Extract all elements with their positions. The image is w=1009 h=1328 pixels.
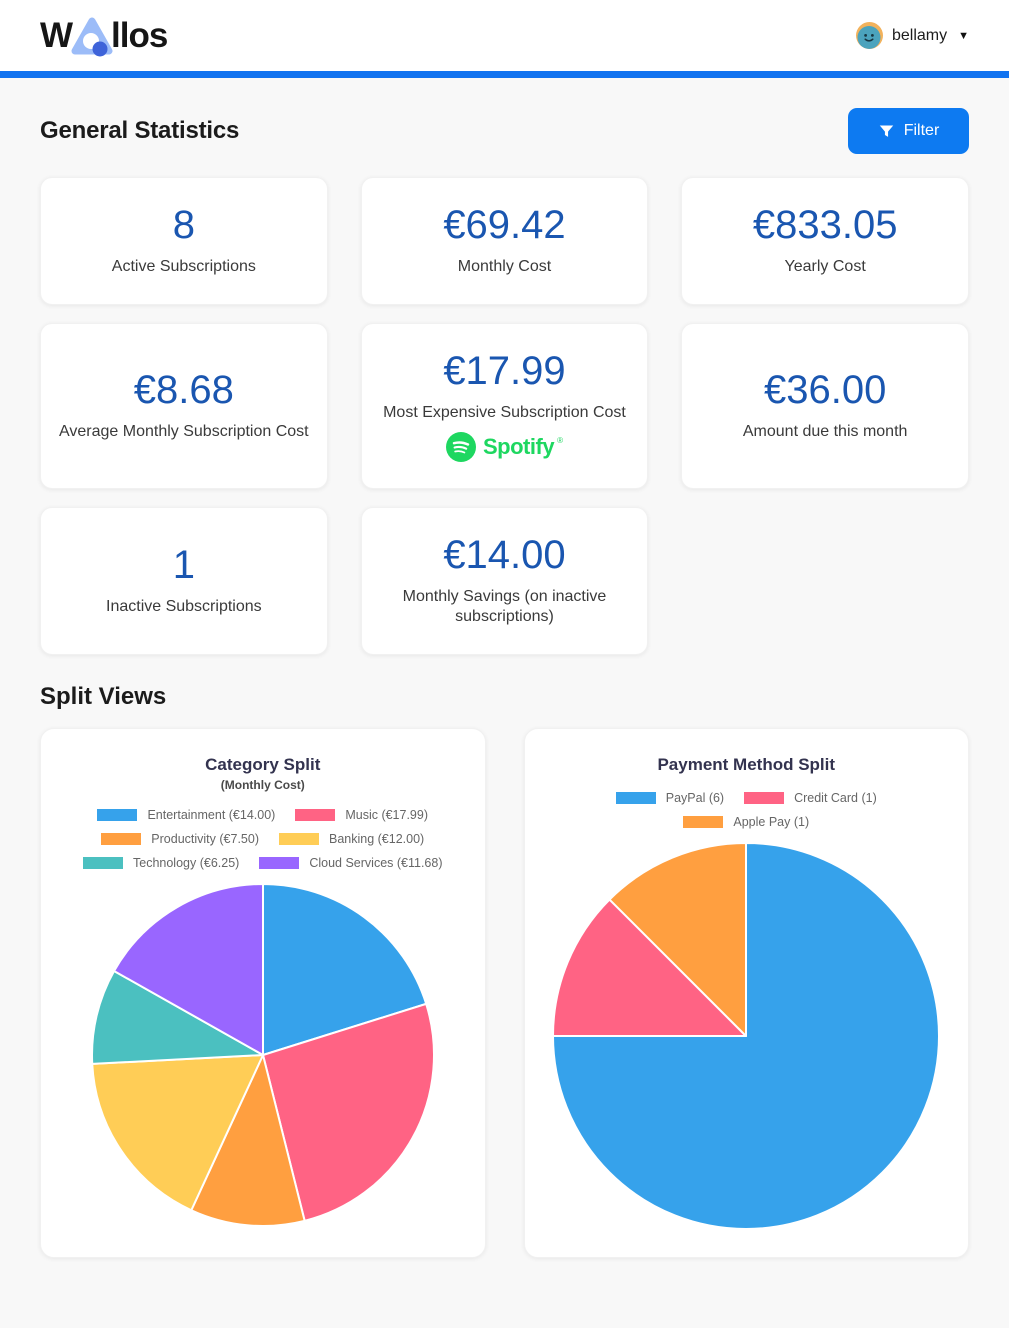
payment-method-split-pie	[552, 842, 941, 1231]
stat-card: 8 Active Subscriptions	[40, 177, 328, 305]
chart-subtitle: (Monthly Cost)	[220, 778, 305, 793]
app-header: W llos bellamy ▼	[0, 0, 1009, 71]
filter-button[interactable]: Filter	[848, 108, 969, 154]
legend-swatch	[744, 792, 785, 805]
legend-swatch	[83, 857, 123, 870]
chart-title: Category Split	[205, 755, 321, 775]
wallos-logo-icon	[71, 17, 113, 56]
stat-label: Monthly Savings (on inactive subscriptio…	[402, 587, 607, 626]
stat-card: €8.68 Average Monthly Subscription Cost	[40, 322, 328, 489]
legend-label: Credit Card (1)	[794, 791, 877, 806]
legend-label: Cloud Services (€11.68)	[309, 856, 443, 871]
legend-label: Music (€17.99)	[345, 808, 429, 823]
legend-swatch	[683, 816, 724, 829]
legend-swatch	[97, 809, 138, 822]
legend-swatch	[101, 833, 142, 846]
legend-item[interactable]: Banking (€12.00)	[278, 832, 425, 847]
pie-slice-technology	[90, 970, 264, 1066]
stat-label: Average Monthly Subscription Cost	[59, 422, 309, 440]
pie-slice-paypal	[552, 842, 941, 1231]
stats-grid: 8 Active Subscriptions €69.42 Monthly Cost €…	[40, 177, 969, 656]
legend-label: Productivity (€7.50)	[151, 832, 259, 847]
stat-label: Yearly Cost	[784, 258, 866, 275]
pie-slice-music	[261, 1003, 435, 1223]
app-logo[interactable]: W llos	[40, 15, 168, 57]
logo-text-rest: llos	[111, 15, 168, 55]
legend-item[interactable]: PayPal (6)	[615, 791, 725, 806]
filter-button-label: Filter	[903, 122, 940, 139]
stat-value: 1	[172, 542, 195, 587]
stat-value: €17.99	[443, 348, 566, 393]
stat-value: €8.68	[133, 367, 234, 412]
stat-value: €14.00	[443, 532, 566, 577]
general-statistics-title: General Statistics	[40, 117, 240, 144]
legend-swatch	[295, 809, 336, 822]
legend-label: Banking (€12.00)	[328, 832, 425, 847]
legend-item[interactable]: Cloud Services (€11.68)	[259, 856, 443, 871]
legend-item[interactable]: Entertainment (€14.00)	[97, 808, 275, 822]
legend-item[interactable]: Productivity (€7.50)	[101, 832, 259, 846]
pie-slice-cloud-services	[112, 883, 264, 1057]
registered-mark: ®	[557, 435, 563, 445]
stat-card: €36.00 Amount due this month	[681, 322, 969, 489]
pie-slice-credit-card	[552, 898, 748, 1038]
legend-label: Apple Pay (1)	[733, 815, 810, 830]
legend-swatch	[615, 792, 656, 805]
chart-legend: Entertainment (€14.00) Music (€17.99) Prod…	[63, 808, 463, 870]
stat-value: €36.00	[763, 367, 887, 412]
dashboard: General Statistics Filter 8 Active Subscr…	[0, 108, 1009, 1328]
stat-label: Monthly Cost	[457, 258, 552, 275]
stat-card: €833.05 Yearly Cost	[681, 177, 969, 305]
legend-swatch	[259, 857, 300, 870]
legend-label: Technology (€6.25)	[133, 856, 240, 871]
stat-value: 8	[172, 203, 195, 247]
pie-slice-apple-pay	[608, 842, 748, 1038]
stat-card: €17.99 Most Expensive Subscription Cost Sp…	[360, 322, 649, 489]
spotify-logo: Spotify ®	[446, 431, 563, 462]
stat-value: €833.05	[752, 203, 898, 247]
charts-grid: Category Split (Monthly Cost) Entertainm…	[40, 728, 969, 1259]
user-avatar	[855, 22, 883, 49]
chart-legend: PayPal (6) Credit Card (1) Apple Pay (1)	[546, 791, 946, 829]
legend-label: PayPal (6)	[665, 791, 725, 806]
spotify-icon	[446, 431, 476, 462]
chart-title: Payment Method Split	[657, 755, 836, 775]
legend-item[interactable]: Technology (€6.25)	[83, 856, 239, 870]
pie-slice-productivity	[190, 1054, 306, 1228]
category-split-pie	[90, 883, 435, 1228]
pie-slice-banking	[90, 1054, 264, 1212]
legend-item[interactable]: Credit Card (1)	[744, 791, 877, 805]
stat-label: Amount due this month	[742, 422, 908, 440]
spotify-wordmark: Spotify	[483, 433, 555, 459]
stat-card: €69.42 Monthly Cost	[360, 177, 649, 305]
payment-method-split-card: Payment Method Split PayPal (6) Credit Ca…	[523, 728, 969, 1259]
user-menu[interactable]: bellamy ▼	[855, 22, 969, 49]
stat-label: Most Expensive Subscription Cost	[383, 403, 626, 421]
legend-item[interactable]: Apple Pay (1)	[683, 815, 809, 829]
legend-item[interactable]: Music (€17.99)	[295, 808, 428, 822]
stat-value: €69.42	[443, 203, 566, 247]
stat-label: Inactive Subscriptions	[106, 597, 262, 615]
filter-icon	[879, 124, 893, 137]
split-views-title: Split Views	[40, 683, 167, 711]
stat-label: Active Subscriptions	[111, 258, 256, 275]
stat-card: 1 Inactive Subscriptions	[40, 506, 328, 656]
pie-slice-entertainment	[261, 883, 427, 1057]
accent-bar	[0, 71, 1009, 78]
chevron-down-icon: ▼	[958, 29, 969, 42]
stat-card: €14.00 Monthly Savings (on inactive subsc…	[360, 506, 649, 656]
legend-swatch	[278, 833, 319, 846]
username: bellamy	[891, 26, 948, 44]
category-split-card: Category Split (Monthly Cost) Entertainm…	[40, 728, 486, 1259]
logo-text-w: W	[40, 15, 73, 55]
legend-label: Entertainment (€14.00)	[147, 808, 276, 823]
